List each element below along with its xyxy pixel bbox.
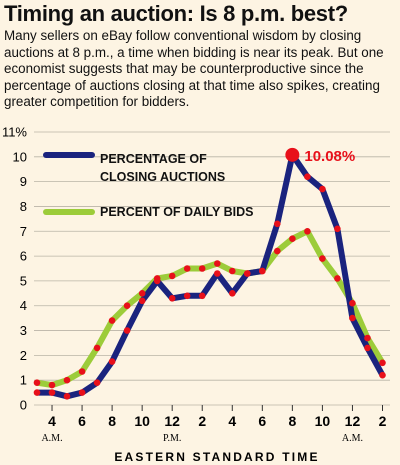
x-axis-label: EASTERN STANDARD TIME [114,450,319,464]
x-tick-label: 10 [315,413,331,429]
y-tick-label: 7 [20,224,27,239]
daily-bids-point [229,267,236,275]
closing-auctions-point [78,389,86,396]
x-tick-label: 8 [108,413,116,429]
x-tick-label: 12 [164,413,180,429]
y-tick-label: 2 [20,348,27,363]
y-tick-label: 1 [20,373,27,388]
legend-label: PERCENTAGE OF [100,152,207,166]
daily-bids-point [198,265,206,272]
x-tick-sublabel: A.M. [41,433,62,444]
legend-label: CLOSING AUCTIONS [100,170,225,184]
y-tick-label: 9 [20,174,27,189]
daily-bids-point [183,265,191,272]
closing-auctions-point [138,297,146,305]
x-tick-label: 6 [258,413,266,429]
daily-bids-point [364,334,371,342]
peak-label: 10.08% [304,148,355,165]
y-tick-label: 8 [20,199,27,214]
closing-auctions-point [33,389,41,396]
daily-bids-point [138,290,146,297]
x-tick-sublabel: P.M. [163,433,181,444]
intro-text: Many sellers on eBay follow conventional… [4,28,384,109]
daily-bids-point [349,299,356,307]
x-tick-label: 4 [48,413,56,429]
daily-bids-line [34,228,386,389]
peak-marker [285,147,300,162]
y-tick-label: 5 [20,273,27,288]
closing-auctions-point [108,358,116,365]
y-tick-label: 3 [20,323,27,338]
chart-title: Timing an auction: Is 8 p.m. best? [4,1,348,26]
closing-auctions-point [304,173,311,180]
y-tick-label: 4 [20,298,27,313]
x-tick-label: 8 [288,413,296,429]
daily-bids-point [319,255,326,262]
closing-auctions-point [349,314,356,322]
daily-bids-point [334,275,341,282]
y-tick-label: 11% [2,125,27,140]
closing-auctions-point [123,327,131,334]
y-tick-label: 0 [20,398,27,413]
closing-auctions-point [198,292,206,300]
closing-auctions-point [364,344,371,352]
x-tick-label: 12 [345,413,361,429]
closing-auctions-point [379,371,386,379]
daily-bids-point [244,270,251,277]
x-tick-sublabel: A.M. [342,433,363,444]
daily-bids-point [304,228,311,235]
x-tick-label: 6 [78,413,86,429]
closing-auctions-point [48,389,56,396]
y-tick-label: 6 [20,249,27,264]
daily-bids-point [289,235,296,242]
closing-auctions-point [229,290,236,297]
daily-bids-point [379,359,386,367]
closing-auctions-point [274,220,281,228]
closing-auctions-point [63,393,71,400]
daily-bids-point [33,379,41,387]
daily-bids-point [123,302,131,310]
closing-auctions-point [93,379,101,387]
daily-bids-point [153,275,161,282]
daily-bids-point [214,260,221,267]
daily-bids-point [259,267,266,275]
x-tick-label: 4 [228,413,236,429]
daily-bids-point [93,344,101,352]
daily-bids-point [108,317,116,324]
y-tick-label: 10 [13,149,27,164]
closing-auctions-point [319,185,326,193]
daily-bids-point [274,247,281,255]
closing-auctions-point [183,292,191,300]
closing-auctions-point [168,295,176,302]
daily-bids-point [168,272,176,280]
closing-auctions-point [214,270,221,277]
daily-bids-point [48,381,56,389]
x-tick-label: 2 [198,413,206,429]
x-tick-label: 2 [379,413,387,429]
x-tick-label: 10 [134,413,150,429]
legend-label: PERCENT OF DAILY BIDS [100,205,254,219]
daily-bids-point [63,376,71,384]
closing-auctions-point [334,225,341,233]
daily-bids-point [78,368,86,375]
